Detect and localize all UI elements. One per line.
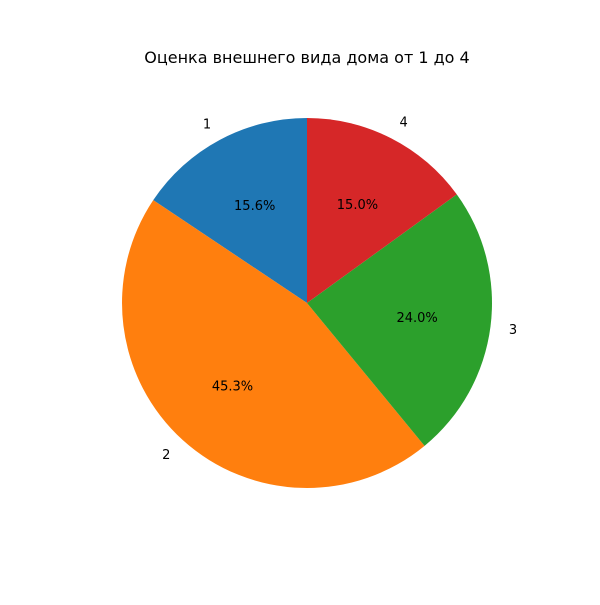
pie-slices bbox=[122, 118, 492, 488]
pie-slice-1 bbox=[153, 118, 307, 303]
slice-label-4: 4 bbox=[399, 116, 407, 131]
pie-labels: 1 15.6% 2 45.3% 3 24.0% 4 15.0% bbox=[162, 116, 517, 463]
slice-label-2: 2 bbox=[162, 448, 170, 463]
slice-label-3: 3 bbox=[509, 323, 517, 338]
percent-label-1: 15.6% bbox=[234, 199, 275, 214]
pie-slice-2 bbox=[122, 200, 425, 488]
percent-label-2: 45.3% bbox=[212, 379, 253, 394]
pie-slice-3 bbox=[307, 194, 492, 446]
percent-label-4: 15.0% bbox=[337, 198, 378, 213]
pie-slice-4 bbox=[307, 118, 457, 303]
chart-title: Оценка внешнего вида дома от 1 до 4 bbox=[144, 48, 469, 67]
percent-label-3: 24.0% bbox=[396, 311, 437, 326]
slice-label-1: 1 bbox=[203, 118, 211, 133]
